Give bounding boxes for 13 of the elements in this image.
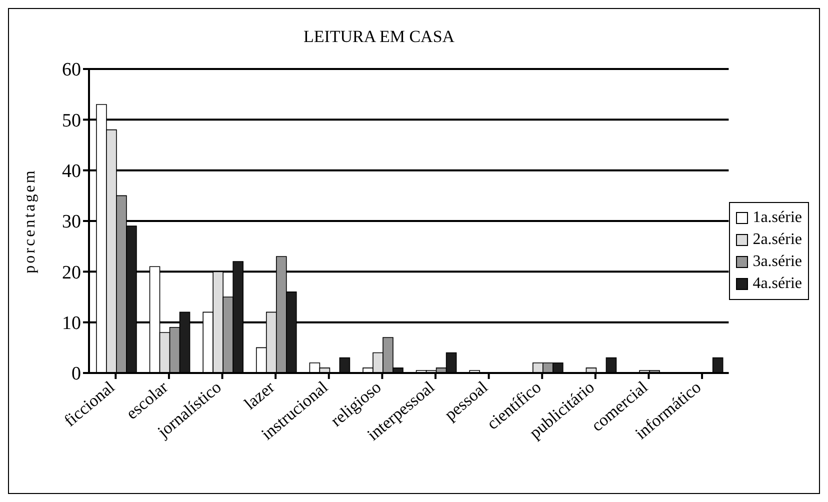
y-axis-title: porcentagem (22, 168, 39, 274)
y-tick-label: 40 (62, 161, 81, 182)
legend-label: 4a.série (752, 274, 802, 294)
legend-label: 3a.série (752, 252, 802, 272)
y-tick-label: 0 (72, 364, 81, 385)
legend-label: 2a.série (752, 230, 802, 250)
y-tick-label: 60 (62, 60, 81, 81)
y-tick-label: 50 (62, 110, 81, 132)
y-tick-label: 10 (62, 313, 81, 334)
chart-title: LEITURA EM CASA (302, 27, 456, 47)
legend-label: 1a.série (752, 208, 802, 228)
y-tick-label: 30 (62, 212, 81, 233)
y-tick-label: 20 (62, 262, 81, 284)
